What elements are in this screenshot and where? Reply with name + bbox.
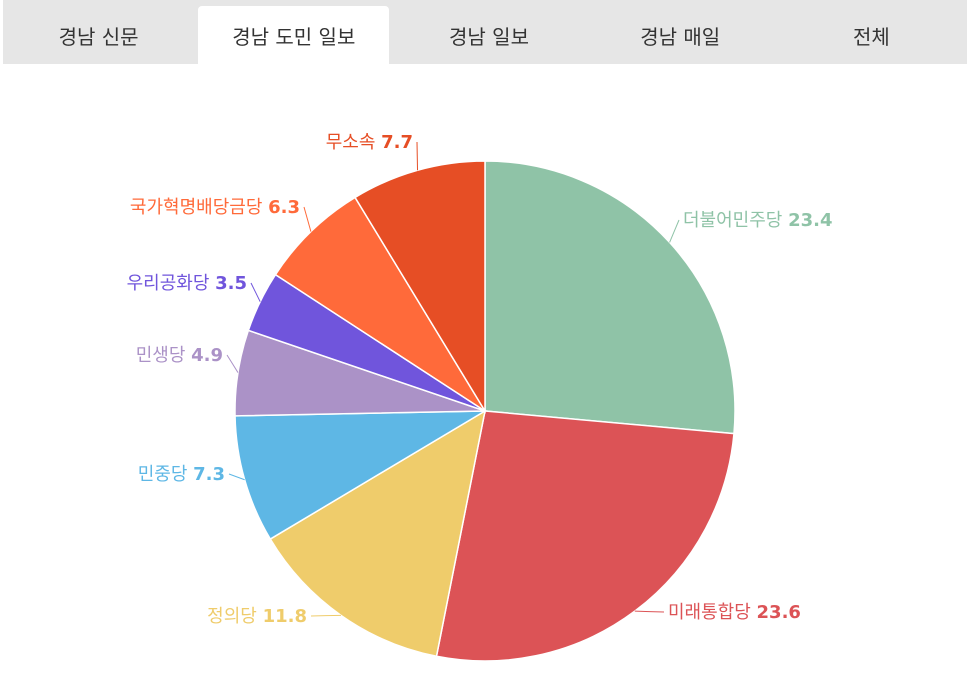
pie-slice[interactable]: [354, 160, 486, 414]
leader-line: [634, 610, 665, 613]
tab-gyeongnam-sinmun[interactable]: 경남 신문: [58, 24, 139, 49]
tab-gyeongnam-ilbo[interactable]: 경남 일보: [449, 24, 529, 49]
data-label: 미래통합당 23.6: [668, 602, 801, 623]
leader-line: [250, 282, 261, 302]
leader-line: [228, 473, 245, 481]
pie-slice[interactable]: [484, 160, 736, 435]
data-label: 국가혁명배당금당 6.3: [130, 197, 300, 218]
leader-line: [416, 141, 419, 171]
tab-gyeongnam-maeil[interactable]: 경남 매일: [640, 24, 721, 49]
data-label: 무소속 7.7: [326, 132, 413, 153]
data-label: 우리공화당 3.5: [127, 273, 247, 294]
pie-slice[interactable]: [274, 196, 486, 412]
data-label: 정의당 11.8: [207, 606, 307, 627]
data-label: 더불어민주당 23.4: [683, 210, 833, 231]
leader-line: [310, 614, 341, 617]
data-label: 민중당 7.3: [138, 464, 225, 485]
pie-slice[interactable]: [234, 410, 488, 541]
pie-slice[interactable]: [435, 410, 735, 662]
tab-all[interactable]: 전체: [853, 24, 890, 49]
tab-bar: 경남 신문 경남 도민 일보 경남 일보 경남 매일 전체: [3, 0, 967, 64]
pie-chart: 더불어민주당 23.4 미래통합당 23.6 정의당 11.8 민중당 7.3 민생당 …: [127, 132, 833, 662]
data-label: 민생당 4.9: [136, 345, 223, 366]
leader-line: [226, 354, 239, 373]
leader-line: [669, 219, 680, 243]
leader-line: [303, 206, 312, 232]
tab-gyeongnam-domin-ilbo[interactable]: 경남 도민 일보: [198, 6, 390, 64]
